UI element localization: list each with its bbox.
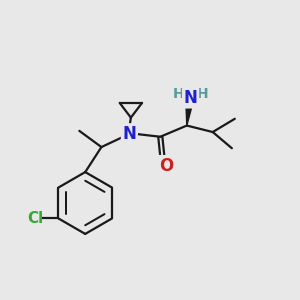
Text: H: H xyxy=(172,87,184,101)
Text: N: N xyxy=(184,89,198,107)
Text: O: O xyxy=(159,157,173,175)
Text: H: H xyxy=(197,87,209,101)
Polygon shape xyxy=(186,104,192,126)
Text: N: N xyxy=(122,125,136,143)
Text: Cl: Cl xyxy=(27,211,43,226)
